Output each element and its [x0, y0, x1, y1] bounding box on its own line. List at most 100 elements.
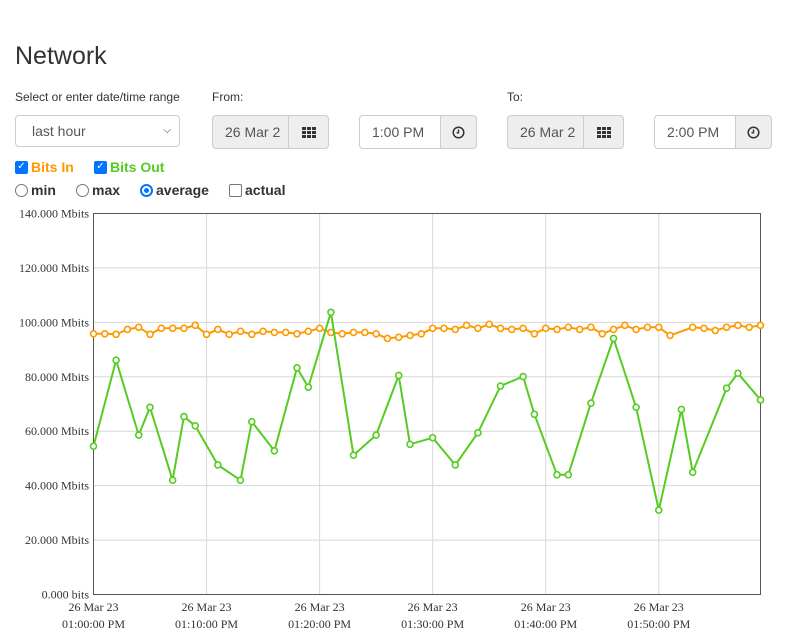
data-point-bits-in	[417, 329, 426, 338]
data-point-bits-out	[247, 417, 256, 426]
data-point-bits-in	[756, 321, 765, 330]
data-point-bits-out	[304, 383, 313, 391]
data-point-bits-in	[123, 325, 132, 334]
calendar-icon	[301, 126, 316, 138]
data-point-bits-out	[756, 396, 765, 404]
data-point-bits-in	[327, 328, 335, 337]
mode-actual-label: actual	[245, 182, 286, 198]
data-point-bits-in	[134, 323, 143, 332]
data-point-bits-in	[474, 324, 482, 333]
range-select-value: last hour	[32, 123, 86, 139]
data-point-bits-in	[485, 320, 493, 329]
data-point-bits-in	[281, 328, 290, 337]
data-point-bits-in	[338, 329, 347, 338]
y-tick-label: 60.000 Mbits	[25, 424, 89, 438]
bits-in-label: Bits In	[31, 159, 74, 175]
data-point-bits-in	[711, 326, 720, 335]
x-tick-time: 01:10:00 PM	[175, 617, 238, 631]
data-point-bits-in	[621, 321, 629, 330]
from-clock-button[interactable]	[440, 115, 477, 149]
range-select[interactable]: last hour ⌵	[15, 115, 180, 147]
data-point-bits-in	[157, 324, 166, 333]
data-point-bits-in	[101, 329, 109, 338]
data-point-bits-in	[700, 324, 708, 333]
y-tick-label: 120.000 Mbits	[19, 261, 89, 275]
to-clock-button[interactable]	[735, 115, 772, 149]
data-point-bits-out	[553, 470, 561, 479]
from-date-input[interactable]: 26 Mar 2	[212, 115, 288, 149]
data-point-bits-out	[474, 429, 482, 437]
data-point-bits-out	[89, 442, 98, 450]
data-point-bits-out	[293, 364, 301, 372]
data-point-bits-in	[372, 329, 380, 338]
data-point-bits-in	[530, 329, 539, 338]
clock-icon	[452, 125, 465, 139]
clock-icon	[747, 125, 760, 139]
data-point-bits-out	[428, 433, 437, 442]
mode-average-label: average	[156, 182, 209, 198]
bits-in-checkbox[interactable]: ✓ Bits In	[15, 159, 74, 175]
mode-min-label: min	[31, 182, 56, 198]
data-point-bits-out	[168, 476, 177, 485]
data-point-bits-in	[496, 324, 505, 333]
data-point-bits-in	[361, 328, 369, 337]
data-point-bits-out	[519, 372, 527, 381]
radio-unchecked-icon	[15, 183, 28, 197]
x-tick-time: 01:40:00 PM	[514, 617, 577, 631]
y-tick-label: 20.000 Mbits	[25, 533, 89, 547]
mode-actual-checkbox[interactable]: actual	[229, 182, 285, 198]
from-time-input[interactable]: 1:00 PM	[359, 115, 440, 149]
data-point-bits-in	[654, 323, 663, 332]
data-point-bits-in	[428, 324, 437, 333]
mode-min-radio[interactable]: min	[15, 182, 56, 198]
data-point-bits-in	[394, 333, 403, 342]
data-point-bits-out	[146, 403, 154, 412]
data-point-bits-in	[666, 331, 674, 340]
data-point-bits-out	[372, 431, 380, 439]
data-point-bits-out	[191, 421, 200, 430]
data-point-bits-out	[270, 447, 279, 455]
mode-max-radio[interactable]: max	[76, 182, 120, 198]
x-tick-time: 01:50:00 PM	[627, 617, 690, 631]
data-point-bits-in	[270, 328, 279, 337]
y-axis: 0.000 bits 20.000 Mbits 40.000 Mbits 60.000…	[19, 207, 89, 602]
data-point-bits-out	[677, 405, 686, 414]
data-point-bits-in	[462, 321, 471, 330]
mode-average-radio[interactable]: average	[140, 182, 209, 198]
y-tick-label: 140.000 Mbits	[19, 207, 89, 221]
to-time-input[interactable]: 2:00 PM	[654, 115, 735, 149]
data-point-bits-in	[541, 324, 550, 333]
data-point-bits-in	[236, 327, 245, 336]
data-point-bits-out	[349, 451, 358, 459]
data-point-bits-in	[112, 330, 120, 339]
x-tick-date: 26 Mar 23	[521, 600, 571, 614]
chart-grid	[93, 213, 761, 595]
from-time-group: 1:00 PM	[359, 115, 477, 149]
data-point-bits-out	[236, 476, 245, 485]
data-point-bits-out	[394, 371, 403, 380]
data-point-bits-in	[632, 325, 640, 334]
data-point-bits-in	[315, 324, 324, 333]
bits-out-checkbox[interactable]: ✓ Bits Out	[94, 159, 164, 175]
x-tick-time: 01:00:00 PM	[62, 617, 125, 631]
data-point-bits-out	[112, 356, 120, 364]
data-point-bits-in	[191, 321, 200, 330]
data-point-bits-in	[440, 324, 448, 333]
from-label: From:	[212, 90, 244, 104]
x-tick-date: 26 Mar 23	[634, 600, 684, 614]
data-point-bits-out	[214, 461, 222, 469]
data-point-bits-in	[745, 323, 753, 332]
data-point-bits-in	[349, 328, 358, 337]
x-tick-date: 26 Mar 23	[69, 600, 119, 614]
data-point-bits-in	[688, 323, 697, 332]
data-point-bits-in	[519, 324, 527, 333]
data-point-bits-in	[553, 325, 561, 334]
to-date-input[interactable]: 26 Mar 2	[507, 115, 583, 149]
data-point-bits-in	[89, 329, 98, 338]
from-calendar-button[interactable]	[288, 115, 329, 149]
y-tick-label: 40.000 Mbits	[25, 479, 89, 493]
data-point-bits-in	[598, 329, 607, 338]
data-point-bits-in	[451, 325, 460, 334]
data-point-bits-in	[722, 323, 731, 332]
to-calendar-button[interactable]	[583, 115, 624, 149]
